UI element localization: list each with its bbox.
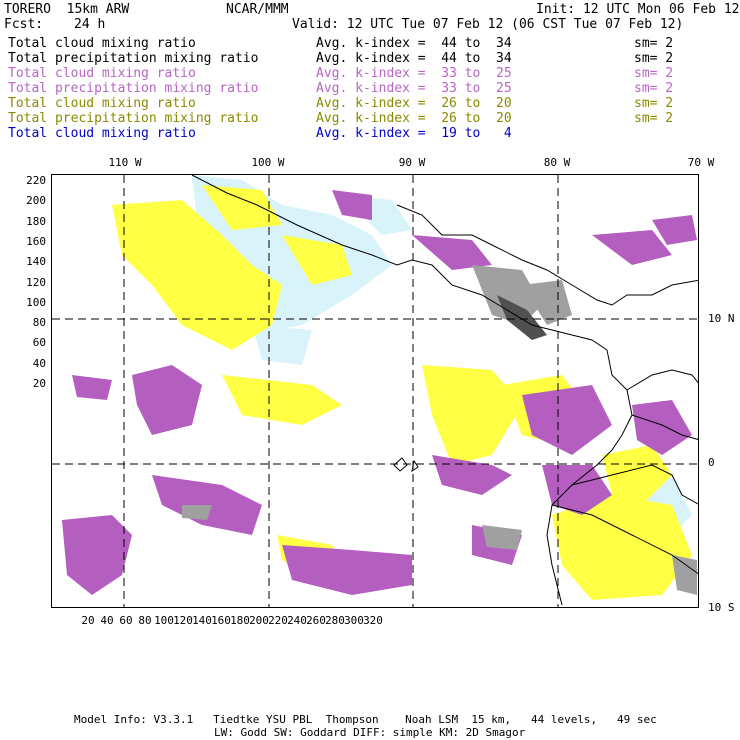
x-tick-label: 320 <box>363 614 383 627</box>
forecast-hours: 24 h <box>74 17 106 32</box>
model-info-line2: LW: Godd SW: Goddard DIFF: simple KM: 2D… <box>214 726 526 739</box>
y-tick-label: 140 <box>26 255 46 269</box>
x-tick-label: 140 <box>192 614 212 627</box>
map-canvas <box>52 175 698 607</box>
y-tick-label: 80 <box>32 316 46 330</box>
legend-sm-1: sm= 2 <box>634 51 674 66</box>
legend-index-0: Avg. k-index = 44 to 34 <box>316 36 512 51</box>
legend-field-6: Total cloud mixing ratio <box>8 126 196 141</box>
center-label: NCAR/MMM <box>226 2 289 17</box>
lat-label-10s: 10 S <box>708 601 735 614</box>
model-title: TORERO 15km ARW <box>4 2 130 17</box>
legend-field-1: Total precipitation mixing ratio <box>8 51 259 66</box>
legend-index-6: Avg. k-index = 19 to 4 <box>316 126 512 141</box>
legend-index-5: Avg. k-index = 26 to 20 <box>316 111 512 126</box>
x-tick-label: 100 <box>154 614 174 627</box>
x-tick-label: 260 <box>306 614 326 627</box>
x-tick-label: 280 <box>325 614 345 627</box>
grid-lines <box>52 175 698 607</box>
x-tick-label: 240 <box>287 614 307 627</box>
lon-label-100w: 100 W <box>251 156 285 169</box>
x-tick-label: 200 <box>249 614 269 627</box>
y-tick-label: 200 <box>26 194 46 208</box>
legend-sm-2: sm= 2 <box>634 66 674 81</box>
legend-sm-4: sm= 2 <box>634 96 674 111</box>
y-tick-label: 180 <box>26 214 46 228</box>
darkgray-areas <box>497 295 547 340</box>
y-tick-label: 160 <box>26 234 46 248</box>
x-tick-label: 20 <box>81 614 95 627</box>
y-tick-label: 60 <box>32 336 46 350</box>
legend-field-0: Total cloud mixing ratio <box>8 36 196 51</box>
legend-field-5: Total precipitation mixing ratio <box>8 111 259 126</box>
legend-sm-5: sm= 2 <box>634 111 674 126</box>
x-tick-label: 180 <box>230 614 250 627</box>
coastlines <box>191 175 698 606</box>
legend-sm-0: sm= 2 <box>634 36 674 51</box>
model-info-line1: Model Info: V3.3.1 Tiedtke YSU PBL Thomp… <box>74 713 657 726</box>
map-plot <box>51 174 699 608</box>
x-tick-label: 160 <box>211 614 231 627</box>
x-tick-label: 80 <box>138 614 152 627</box>
forecast-label: Fcst: <box>4 17 44 32</box>
x-tick-label: 300 <box>344 614 364 627</box>
lon-label-70w: 70 W <box>687 156 715 169</box>
lon-label-90w: 90 W <box>398 156 426 169</box>
y-tick-label: 20 <box>32 377 46 390</box>
y-tick-label: 220 <box>26 174 46 187</box>
legend-field-3: Total precipitation mixing ratio <box>8 81 259 96</box>
y-tick-label: 100 <box>26 295 46 309</box>
init-time: Init: 12 UTC Mon 06 Feb 12 <box>536 2 740 17</box>
x-tick-label: 120 <box>173 614 193 627</box>
x-tick-label: 220 <box>268 614 288 627</box>
legend-field-4: Total cloud mixing ratio <box>8 96 196 111</box>
legend-index-3: Avg. k-index = 33 to 25 <box>316 81 512 96</box>
legend-sm-3: sm= 2 <box>634 81 674 96</box>
legend-index-4: Avg. k-index = 26 to 20 <box>316 96 512 111</box>
lat-label-0: 0 <box>708 456 715 469</box>
valid-time: Valid: 12 UTC Tue 07 Feb 12 (06 CST Tue … <box>292 17 684 32</box>
lon-label-110w: 110 W <box>108 156 142 169</box>
y-tick-label: 40 <box>32 356 46 370</box>
lat-label-10n: 10 N <box>708 312 735 325</box>
legend-index-2: Avg. k-index = 33 to 25 <box>316 66 512 81</box>
y-tick-label: 120 <box>26 275 46 289</box>
legend-field-2: Total cloud mixing ratio <box>8 66 196 81</box>
x-tick-label: 40 <box>100 614 114 627</box>
legend-index-1: Avg. k-index = 44 to 34 <box>316 51 512 66</box>
x-tick-label: 60 <box>119 614 133 627</box>
lon-label-80w: 80 W <box>543 156 571 169</box>
